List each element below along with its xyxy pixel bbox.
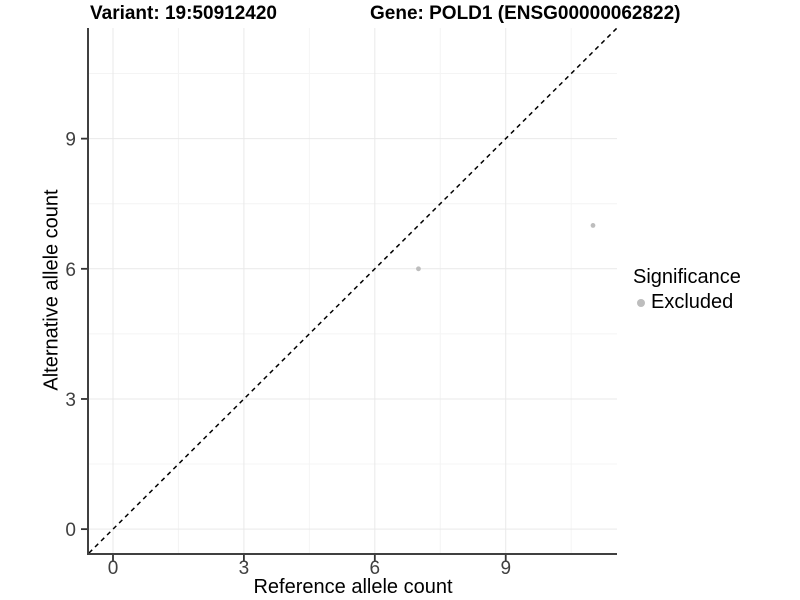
y-tick-label: 6 [65, 260, 76, 281]
data-point [590, 223, 596, 228]
legend-item-label: Excluded [651, 291, 734, 313]
variant-title: Variant: 19:50912420 [90, 3, 277, 24]
identity-line [88, 27, 618, 554]
data-point [416, 266, 421, 272]
x-tick-label: 9 [500, 558, 511, 579]
legend-title: Significance [633, 266, 741, 288]
legend: Significance Excluded [633, 266, 741, 314]
legend-item-excluded: Excluded [633, 291, 741, 314]
y-axis-title: Alternative allele count [40, 189, 63, 391]
x-tick-label: 6 [370, 558, 381, 579]
y-tick-label: 9 [65, 130, 76, 151]
y-tick-label: 3 [65, 390, 76, 411]
excluded-point-icon [637, 298, 645, 307]
x-tick-label: 0 [108, 558, 119, 579]
x-axis-title: Reference allele count [253, 576, 453, 598]
x-tick-label: 3 [239, 558, 250, 579]
y-tick-label: 0 [65, 520, 76, 541]
gene-title: Gene: POLD1 (ENSG00000062822) [370, 3, 681, 24]
